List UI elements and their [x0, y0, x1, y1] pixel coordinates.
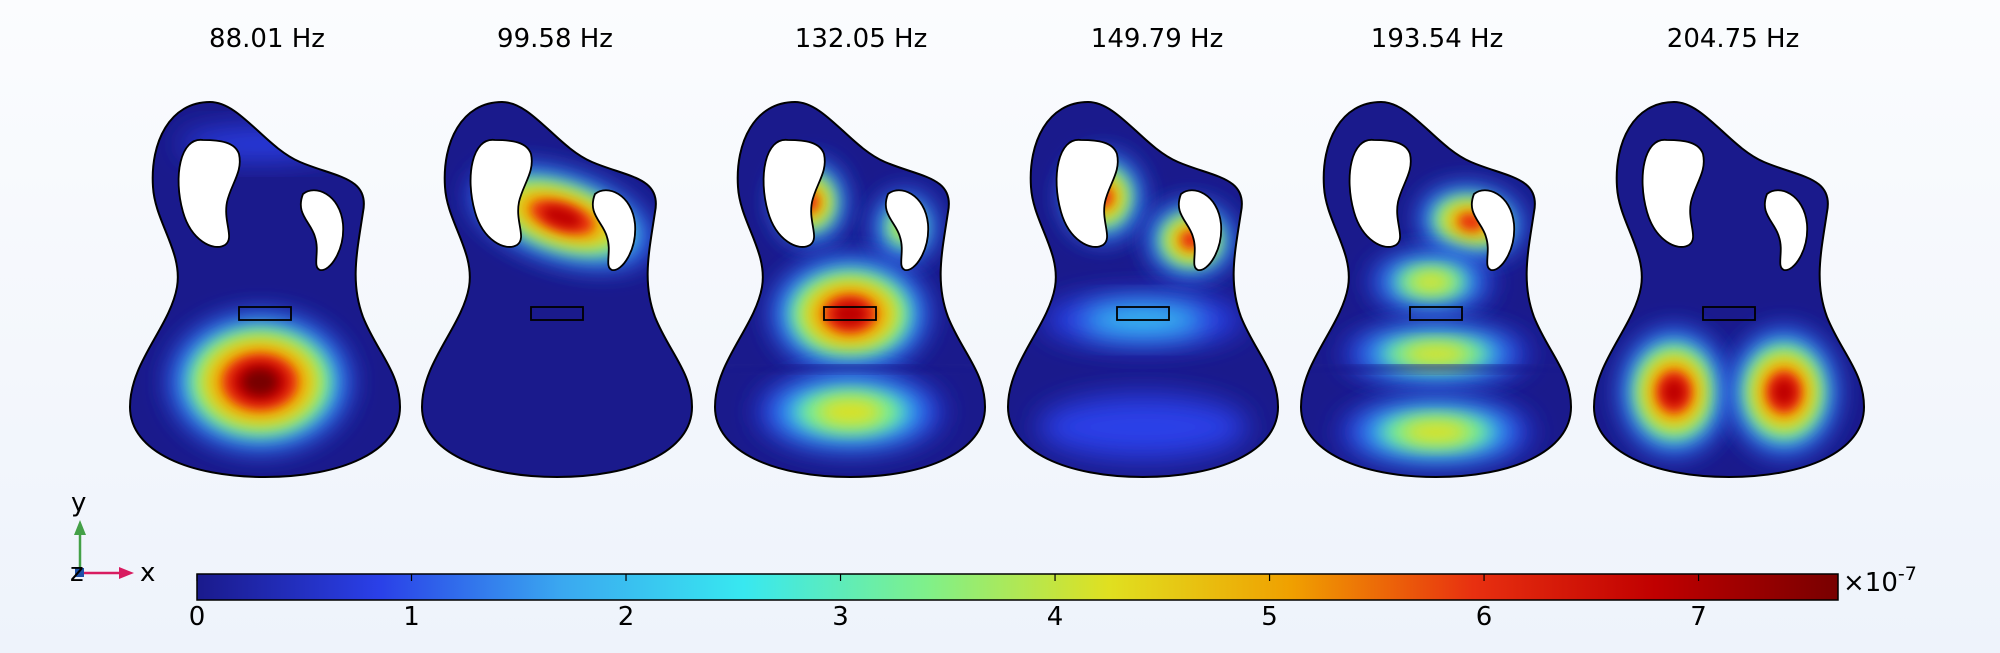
body-field	[422, 102, 692, 477]
colorbar-gradient	[196, 573, 1839, 601]
bridge	[823, 306, 877, 321]
right-sound-hole	[885, 189, 929, 271]
heat-contour	[818, 398, 882, 426]
colorbar-tick-label: 6	[1476, 602, 1493, 632]
heat-contour	[1773, 378, 1795, 406]
bridge	[1702, 306, 1756, 321]
heat-contour	[243, 369, 277, 395]
mode-panel-5	[1300, 101, 1572, 478]
mode-panel-3	[714, 101, 986, 478]
colorbar-tick-label: 0	[189, 602, 206, 632]
colorbar-tick-label: 3	[832, 602, 849, 632]
left-sound-hole	[1348, 139, 1412, 248]
heat-contour	[833, 302, 867, 326]
colorbar-tick-label: 1	[403, 602, 420, 632]
x-axis-label: x	[140, 558, 155, 588]
mode-panel-6	[1593, 101, 1865, 478]
y-axis-label: y	[71, 488, 86, 518]
right-sound-hole	[1178, 189, 1222, 271]
mode-panel-2	[421, 101, 693, 478]
bridge	[1116, 306, 1170, 321]
z-axis-label: z	[70, 558, 84, 588]
right-sound-hole	[300, 189, 344, 271]
left-sound-hole	[177, 139, 241, 248]
heat-contour	[1410, 272, 1452, 292]
mode-1-frequency: 88.01 Hz	[209, 24, 325, 54]
colorbar-tick-label: 5	[1261, 602, 1278, 632]
right-sound-hole	[1471, 189, 1515, 271]
colorbar-tick-label: 7	[1690, 602, 1707, 632]
bridge	[238, 306, 292, 321]
mode-5-frequency: 193.54 Hz	[1371, 24, 1503, 54]
left-sound-hole	[1641, 139, 1705, 248]
right-sound-hole	[592, 189, 636, 271]
left-sound-hole	[469, 139, 533, 248]
mode-3-frequency: 132.05 Hz	[795, 24, 927, 54]
heat-contour	[1038, 395, 1248, 459]
left-sound-hole	[762, 139, 826, 248]
x-axis-arrowhead	[119, 567, 134, 579]
heat-contour	[1404, 344, 1468, 364]
frequency-titles: 88.01 Hz 99.58 Hz 132.05 Hz 149.79 Hz 19…	[209, 24, 1799, 54]
colorbar-ticks: 0 1 2 3 4 5 6 7	[189, 574, 1707, 632]
bridge	[1409, 306, 1463, 321]
mode-panels	[129, 101, 1865, 478]
mode-2-frequency: 99.58 Hz	[497, 24, 613, 54]
mode-panel-1	[129, 101, 401, 478]
mode-4-frequency: 149.79 Hz	[1091, 24, 1223, 54]
z-axis-marker	[75, 568, 84, 577]
mode-panel-4	[1007, 101, 1279, 478]
y-axis-arrowhead	[74, 520, 86, 535]
heat-contour	[542, 206, 582, 228]
colorbar-tick-label: 4	[1047, 602, 1064, 632]
displacement-field	[170, 129, 350, 450]
colorbar-multiplier: ×10-7	[1843, 563, 1917, 598]
displacement-field	[715, 162, 985, 450]
nodal-line	[1301, 364, 1571, 375]
left-sound-hole	[1055, 139, 1119, 248]
heat-contour	[1402, 420, 1470, 444]
axis-triad: y x z	[70, 488, 155, 588]
displacement-field	[1622, 302, 1836, 477]
bridge	[530, 306, 584, 321]
nodal-line	[715, 364, 985, 375]
right-sound-hole	[1764, 189, 1808, 271]
colorbar-tick-label: 2	[618, 602, 635, 632]
heat-contour	[1663, 378, 1685, 406]
mode-6-frequency: 204.75 Hz	[1667, 24, 1799, 54]
colorbar: 0 1 2 3 4 5 6 7 ×10-7	[189, 563, 1917, 632]
